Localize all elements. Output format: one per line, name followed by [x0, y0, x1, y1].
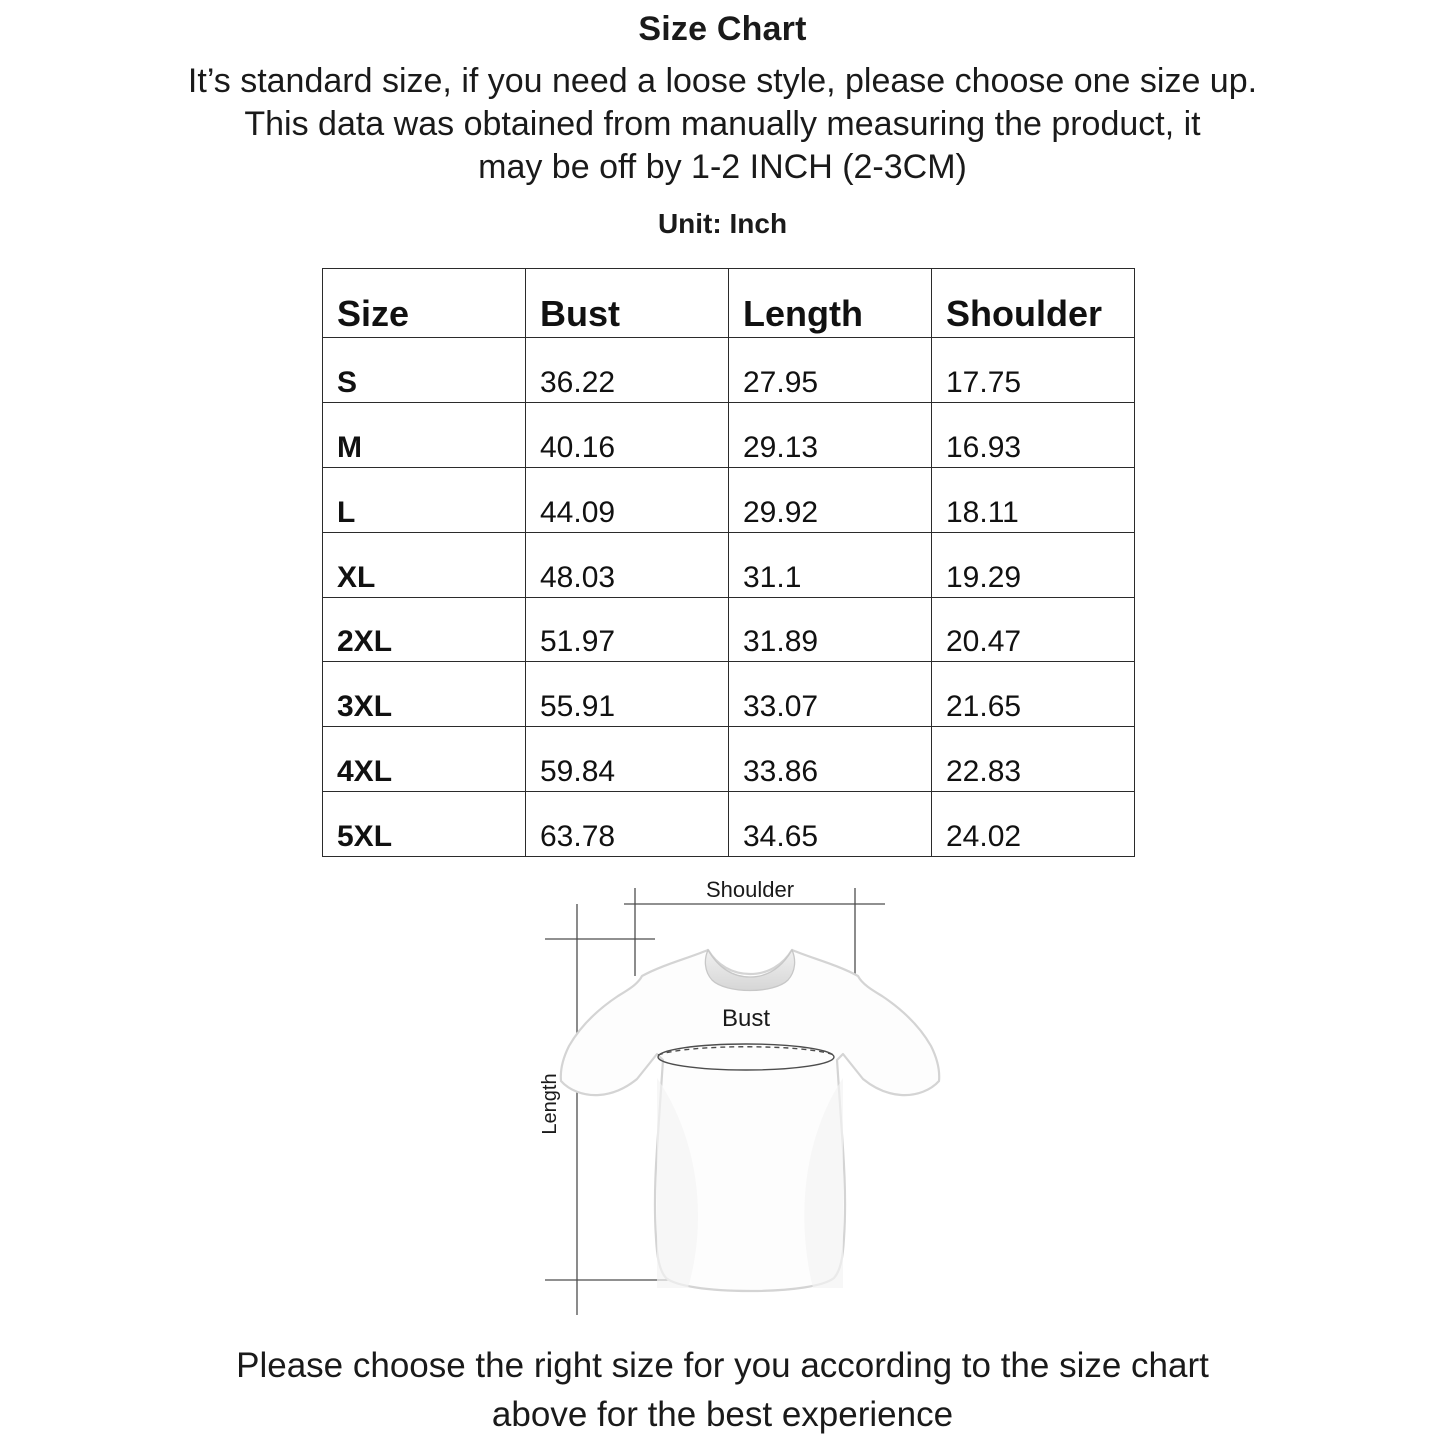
- svg-text:Shoulder: Shoulder: [706, 878, 794, 902]
- svg-text:Length: Length: [539, 1073, 561, 1134]
- svg-text:Bust: Bust: [722, 1005, 770, 1032]
